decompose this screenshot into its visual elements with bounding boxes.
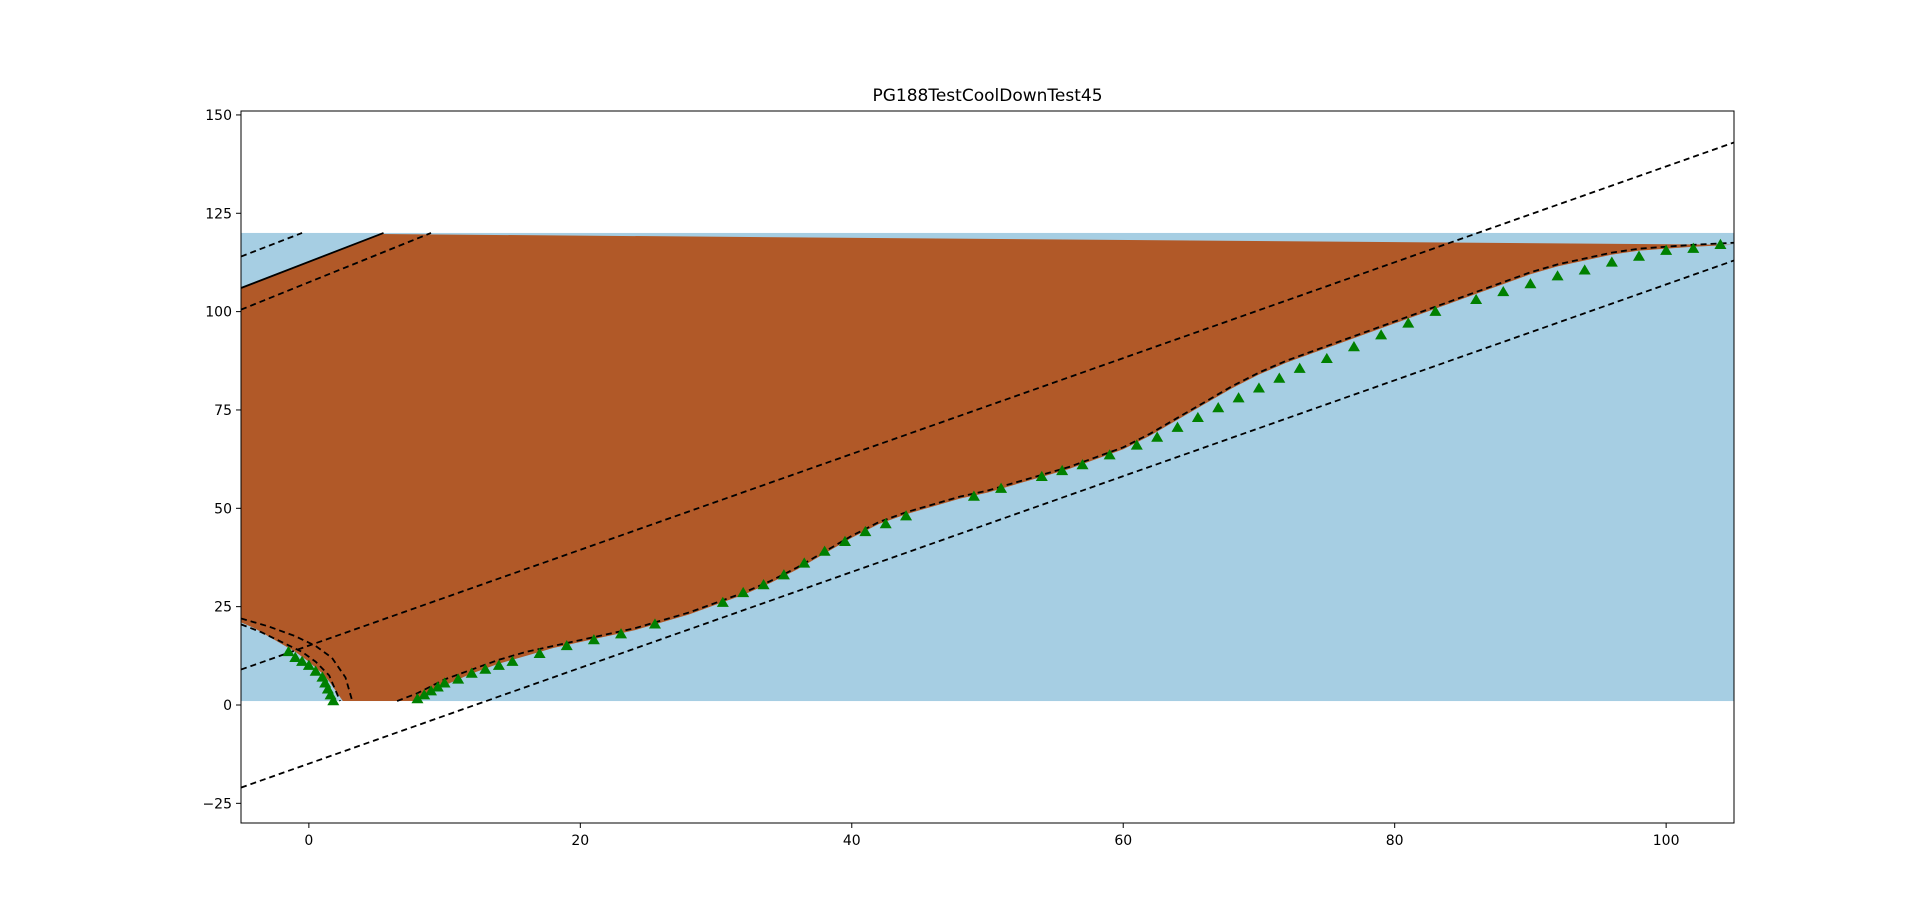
marker-point xyxy=(560,639,573,651)
marker-point xyxy=(492,659,505,670)
marker-point xyxy=(1402,317,1415,328)
dashed-line-0 xyxy=(241,141,1734,671)
x-axis: 0 20 40 60 80 100 xyxy=(304,823,1680,849)
dashed-line-3 xyxy=(241,232,303,258)
marker-point xyxy=(757,579,770,590)
marker-point xyxy=(1076,459,1089,470)
marker-point xyxy=(1524,278,1537,289)
marker-point xyxy=(777,569,790,580)
y-tick-label: 0 xyxy=(223,698,232,714)
y-tick-label: 100 xyxy=(205,305,232,321)
marker-point xyxy=(1103,449,1116,460)
y-axis: −25 0 25 50 75 100 125 150 xyxy=(202,108,241,812)
marker-point xyxy=(533,647,546,659)
dashed-line-7 xyxy=(396,241,1734,702)
solid-line-4 xyxy=(241,232,384,289)
x-tick-label: 0 xyxy=(304,833,313,849)
marker-point xyxy=(1252,382,1265,393)
dashed-line-5 xyxy=(241,623,341,702)
marker-point xyxy=(1605,256,1618,267)
marker-point xyxy=(967,490,980,501)
marker-point xyxy=(818,545,831,556)
marker-point xyxy=(1714,238,1727,249)
y-tick-label: 50 xyxy=(214,501,232,517)
marker-point xyxy=(425,685,438,696)
marker-point xyxy=(1035,470,1048,482)
marker-point xyxy=(327,695,340,706)
marker-point xyxy=(900,510,913,521)
marker-point xyxy=(289,651,302,662)
y-tick-label: 75 xyxy=(214,403,232,419)
marker-point xyxy=(1375,329,1388,340)
marker-point xyxy=(309,665,322,676)
x-tick-label: 100 xyxy=(1653,833,1680,849)
dashed-line-1 xyxy=(241,259,1734,789)
marker-point xyxy=(1632,250,1645,261)
marker-point xyxy=(615,628,628,639)
marker-point xyxy=(1232,392,1245,403)
marker-point xyxy=(1429,305,1442,316)
marker-point xyxy=(1687,242,1700,253)
marker-point xyxy=(737,586,750,598)
marker-point xyxy=(1191,411,1204,423)
x-tick-label: 20 xyxy=(571,833,589,849)
marker-point xyxy=(438,677,451,688)
x-tick-label: 80 xyxy=(1386,833,1404,849)
marker-point xyxy=(1470,293,1483,305)
dashed-line-6 xyxy=(241,617,354,702)
marker-point xyxy=(1056,464,1069,476)
marker-point xyxy=(995,482,1008,493)
x-tick-label: 60 xyxy=(1114,833,1132,849)
marker-point xyxy=(479,663,492,674)
marker-point xyxy=(1497,285,1510,297)
marker-point xyxy=(716,596,729,607)
y-tick-label: 125 xyxy=(205,206,232,222)
marker-point xyxy=(879,518,892,529)
marker-point xyxy=(506,655,519,666)
x-tick-label: 40 xyxy=(843,833,861,849)
warm-region xyxy=(241,232,1734,702)
marker-point xyxy=(431,681,444,692)
marker-point xyxy=(859,525,872,537)
marker-point xyxy=(648,618,661,629)
plot-area xyxy=(241,141,1734,789)
dashed-line-2 xyxy=(241,232,432,311)
marker-point xyxy=(1578,264,1591,275)
marker-point xyxy=(1660,244,1673,255)
marker-point xyxy=(1320,352,1333,364)
marker-point xyxy=(411,693,424,704)
marker-point xyxy=(1151,431,1164,442)
marker-point xyxy=(282,645,295,657)
marker-point xyxy=(1347,341,1360,352)
marker-point xyxy=(418,689,431,700)
marker-point xyxy=(1171,421,1184,432)
marker-point xyxy=(452,673,465,684)
marker-point xyxy=(302,659,315,670)
y-tick-label: 150 xyxy=(205,108,232,124)
marker-point xyxy=(1293,362,1306,373)
chart-title: PG188TestCoolDownTest45 xyxy=(872,86,1102,106)
marker-point xyxy=(798,557,811,568)
y-tick-label: −25 xyxy=(202,796,232,812)
marker-point xyxy=(1273,372,1286,383)
marker-point xyxy=(1130,439,1143,450)
plot-frame xyxy=(240,110,1735,824)
marker-point xyxy=(1551,270,1564,281)
marker-point xyxy=(587,634,600,645)
marker-point xyxy=(1212,401,1225,413)
marker-point xyxy=(296,655,309,666)
y-tick-label: 25 xyxy=(214,600,232,616)
marker-point xyxy=(838,535,851,546)
marker-point xyxy=(465,667,478,678)
